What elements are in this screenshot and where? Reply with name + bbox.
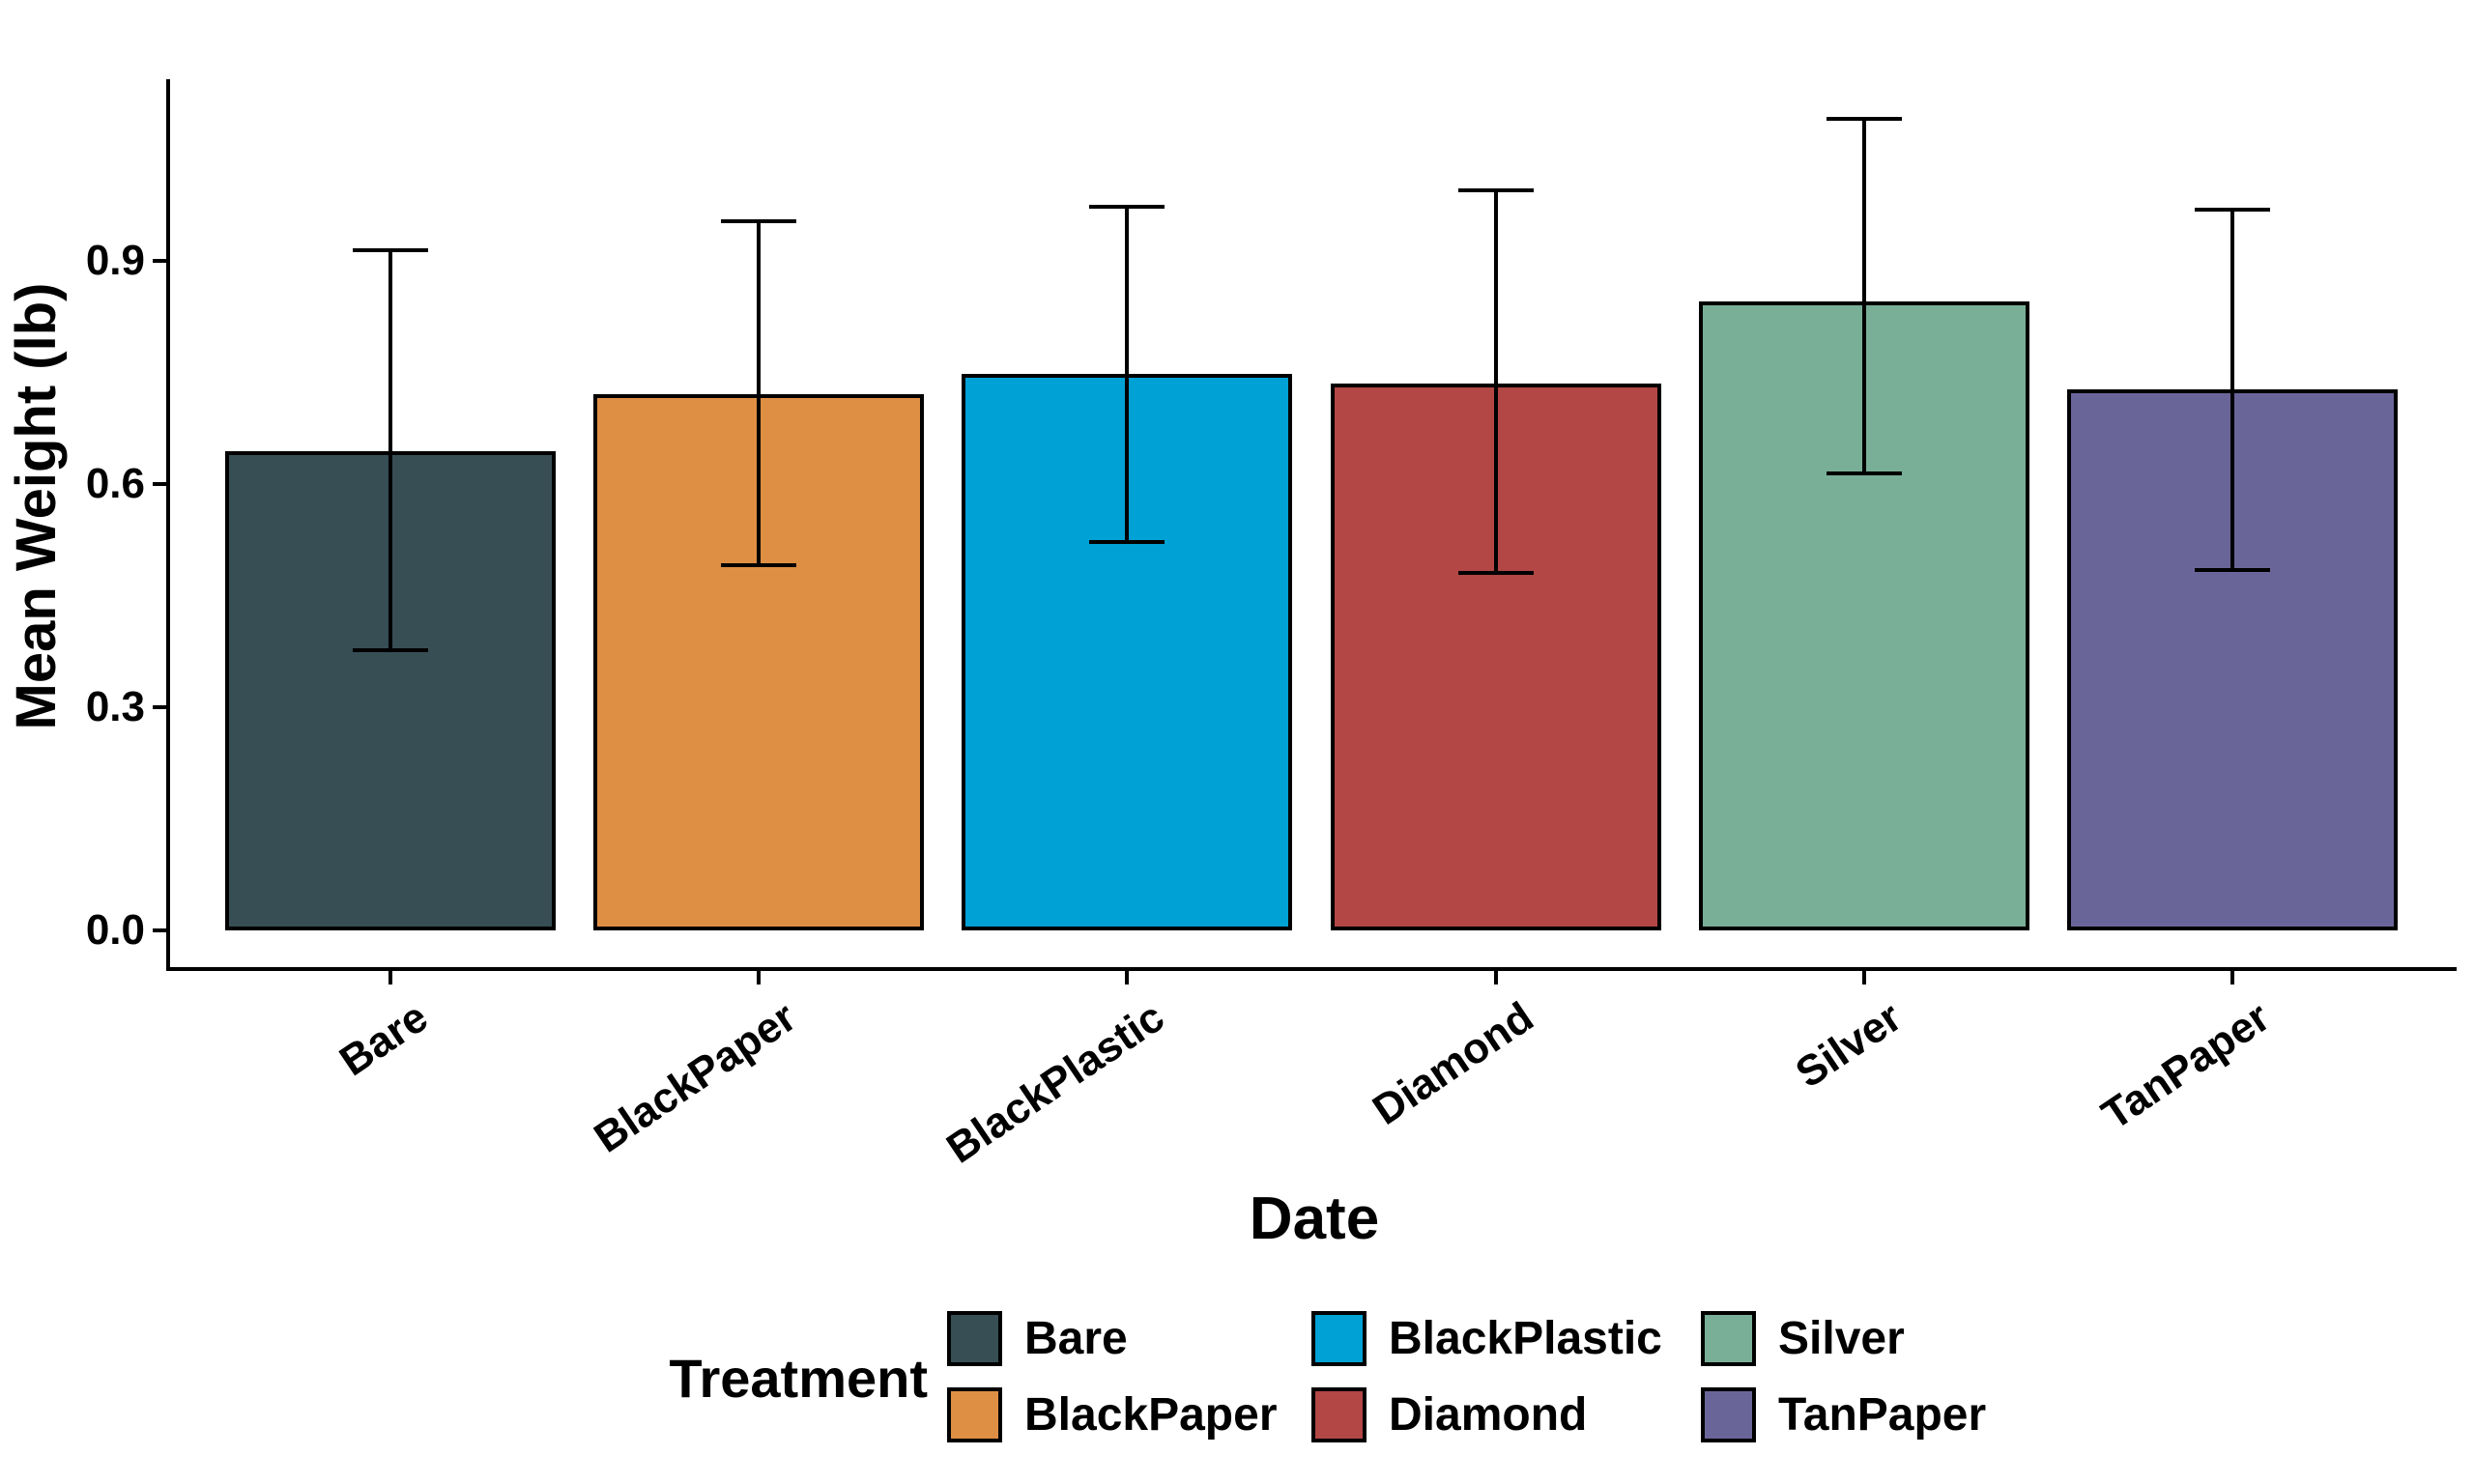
legend-label-diamond: Diamond: [1389, 1389, 1588, 1441]
x-category-label-tanpaper: TanPaper: [2093, 993, 2279, 1139]
legend-label-silver: Silver: [1778, 1313, 1905, 1364]
error-cap-top-bare: [353, 248, 428, 252]
legend-label-blackpaper: BlackPaper: [1024, 1389, 1278, 1441]
error-cap-bottom-tanpaper: [2195, 568, 2270, 572]
legend-swatch-bare: [947, 1311, 1002, 1366]
y-tick-label: 0.9: [85, 237, 145, 284]
legend-title: Treatment: [669, 1348, 928, 1409]
error-bar-bare: [388, 250, 392, 650]
error-bar-silver: [1862, 119, 1866, 473]
x-tick-mark-diamond: [1494, 971, 1498, 985]
error-cap-top-tanpaper: [2195, 208, 2270, 212]
y-tick-label: 0.3: [85, 683, 145, 730]
error-cap-top-blackplastic: [1089, 205, 1165, 209]
x-axis-title: Date: [1249, 1185, 1380, 1252]
y-tick-label: 0.0: [85, 906, 145, 954]
x-category-label-bare: Bare: [331, 993, 437, 1086]
legend-swatch-tanpaper: [1701, 1387, 1756, 1442]
y-axis-title: Mean Weight (lb): [5, 282, 68, 730]
x-tick-mark-blackplastic: [1125, 971, 1129, 985]
error-cap-top-silver: [1827, 117, 1902, 121]
y-tick-mark-0.0: [153, 928, 166, 932]
y-axis-line: [166, 79, 170, 971]
x-axis-line: [166, 967, 2457, 971]
error-cap-bottom-silver: [1827, 471, 1902, 475]
legend-label-tanpaper: TanPaper: [1778, 1389, 1987, 1441]
legend-swatch-blackplastic: [1311, 1311, 1366, 1366]
error-cap-top-blackpaper: [721, 219, 796, 223]
x-tick-mark-blackpaper: [757, 971, 761, 985]
legend-label-bare: Bare: [1024, 1313, 1128, 1364]
error-cap-bottom-bare: [353, 648, 428, 652]
error-bar-diamond: [1494, 190, 1498, 573]
legend-swatch-diamond: [1311, 1387, 1366, 1442]
error-bar-blackpaper: [757, 221, 761, 565]
legend-swatch-blackpaper: [947, 1387, 1002, 1442]
error-cap-top-diamond: [1458, 188, 1534, 192]
y-tick-mark-0.3: [153, 705, 166, 709]
x-tick-mark-silver: [1862, 971, 1866, 985]
y-tick-mark-0.6: [153, 482, 166, 486]
error-cap-bottom-diamond: [1458, 571, 1534, 575]
x-tick-mark-tanpaper: [2230, 971, 2234, 985]
y-tick-mark-0.9: [153, 259, 166, 263]
error-bar-blackplastic: [1125, 207, 1129, 542]
error-bar-tanpaper: [2230, 210, 2234, 570]
legend-swatch-silver: [1701, 1311, 1756, 1366]
x-tick-mark-bare: [388, 971, 392, 985]
x-category-label-blackpaper: BlackPaper: [586, 993, 805, 1162]
error-cap-bottom-blackplastic: [1089, 540, 1165, 544]
legend-label-blackplastic: BlackPlastic: [1389, 1313, 1662, 1364]
error-cap-bottom-blackpaper: [721, 563, 796, 567]
y-tick-label: 0.6: [85, 460, 145, 507]
